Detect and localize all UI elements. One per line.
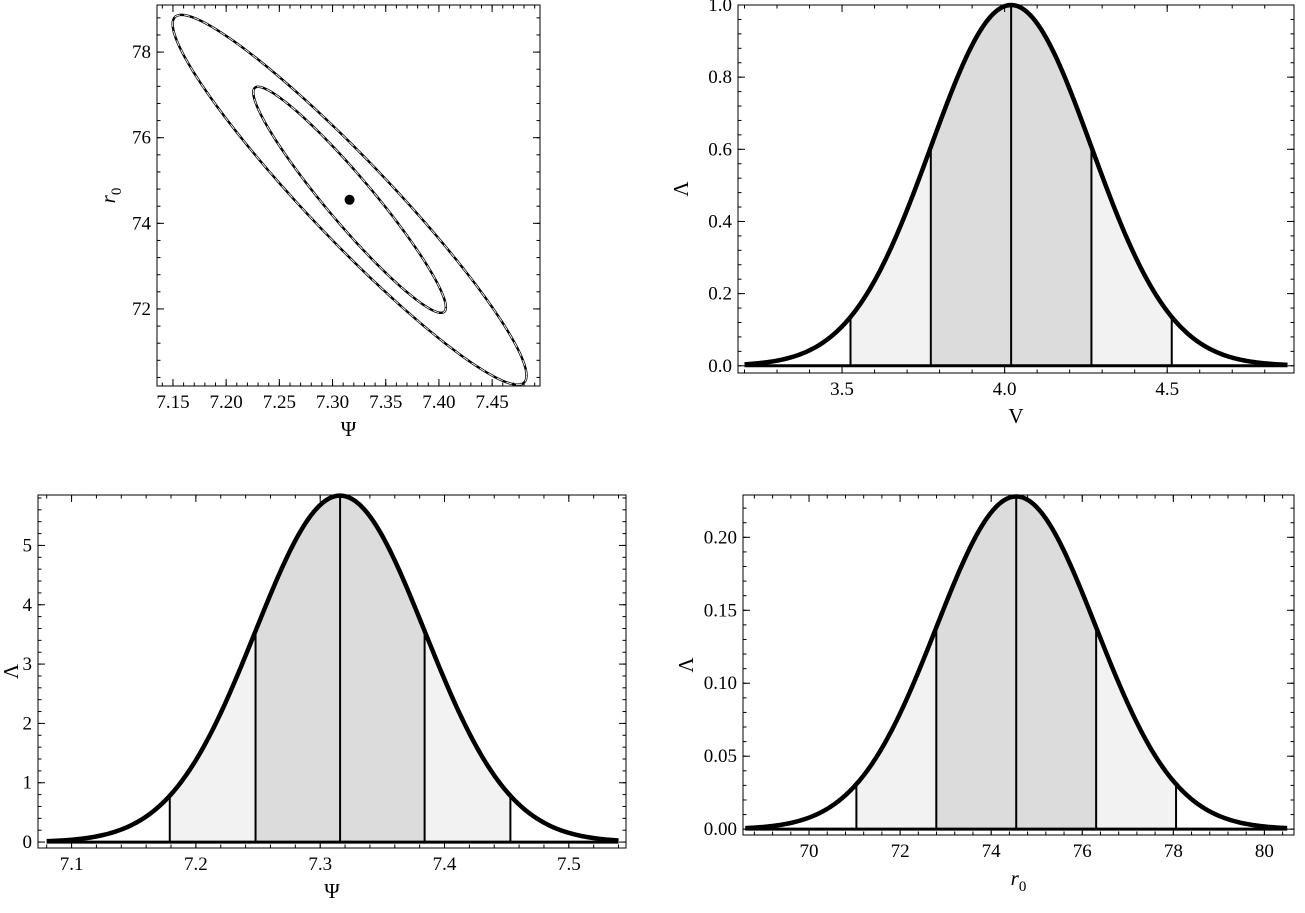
y-tick-label: 3 — [23, 654, 33, 675]
x-tick-label: 72 — [891, 841, 910, 862]
y-tick-label: 1 — [23, 773, 33, 794]
y-axis-label-main: r — [96, 194, 120, 203]
x-tick-label: 7.25 — [263, 392, 296, 413]
y-tick-label: 4 — [23, 595, 33, 616]
y-axis-label: Λ — [0, 663, 23, 679]
y-tick-label: 0.20 — [704, 527, 737, 548]
plot-frame — [742, 494, 1295, 836]
x-tick-label: 7.30 — [316, 392, 349, 413]
y-tick-label: 0.4 — [708, 211, 732, 232]
psi-likelihood-panel: 7.1 7.2 7.3 7.4 7.5 0 1 2 3 4 5 Ψ Λ — [0, 493, 627, 903]
plot-frame — [737, 4, 1295, 374]
y-tick-label: 2 — [23, 713, 33, 734]
x-tick-label: 7.5 — [557, 854, 581, 875]
y-tick-label: 1.0 — [708, 0, 732, 16]
x-tick-label: 7.35 — [369, 392, 402, 413]
x-tick-label: 7.1 — [60, 854, 84, 875]
x-tick-label: 76 — [1073, 841, 1092, 862]
y-tick-label: 5 — [23, 535, 33, 556]
x-axis-label: r0 — [1011, 866, 1027, 895]
x-tick-label: 7.2 — [184, 854, 208, 875]
y-tick-label: 0.2 — [708, 284, 732, 305]
likelihood-curve — [745, 494, 1288, 831]
contour-panel: 7.15 7.20 7.25 7.30 7.35 7.40 7.45 72 74 76 78 Ψr0 — [96, 4, 541, 441]
y-axis-label: Λ — [669, 181, 693, 197]
x-tick-label: 70 — [800, 841, 819, 862]
plot-frame — [156, 4, 541, 387]
x-axis-label-main: r — [1011, 866, 1020, 890]
x-axis-label: V — [1008, 404, 1023, 428]
y-tick-label: 0.0 — [708, 356, 732, 377]
x-tick-label: 3.5 — [830, 379, 854, 400]
best-fit-point — [344, 194, 355, 205]
x-tick-label: 7.15 — [156, 392, 189, 413]
x-tick-label: 7.4 — [433, 854, 457, 875]
y-tick-label: 0.6 — [708, 139, 732, 160]
x-tick-label: 7.20 — [210, 392, 243, 413]
y-tick-label: 0.15 — [704, 600, 737, 621]
x-axis-label-sub: 0 — [1019, 879, 1027, 895]
y-tick-label: 0.05 — [704, 746, 737, 767]
likelihood-curve — [46, 493, 619, 844]
y-tick-label: 0.10 — [704, 673, 737, 694]
x-tick-label: 80 — [1255, 841, 1274, 862]
outer-contour-dash — [172, 14, 527, 386]
x-axis-label: Ψ — [324, 879, 340, 903]
x-tick-label: 78 — [1164, 841, 1183, 862]
v-likelihood-panel: 3.5 4.0 4.5 0.0 0.2 0.4 0.6 0.8 1.0 V Λ — [669, 0, 1295, 428]
x-tick-label: 74 — [982, 841, 1002, 862]
x-tick-label: 7.3 — [308, 854, 332, 875]
y-axis-label: Λ — [674, 657, 698, 673]
x-tick-label: 4.0 — [993, 379, 1017, 400]
x-tick-label: 7.45 — [476, 392, 509, 413]
plot-frame — [37, 494, 627, 849]
y-tick-label: 74 — [132, 213, 152, 234]
x-tick-label: 7.40 — [422, 392, 455, 413]
y-tick-label: 76 — [132, 128, 151, 149]
x-tick-label: 4.5 — [1155, 379, 1179, 400]
r0-likelihood-panel: 70 72 74 76 78 80 0.00 0.05 0.10 0.15 0.20 r0 Λ — [674, 494, 1295, 895]
y-axis-label-sub: 0 — [109, 188, 125, 196]
y-tick-label: 72 — [132, 299, 151, 320]
inner-contour-dash — [252, 86, 447, 314]
y-axis-label: r0 — [96, 188, 125, 204]
y-tick-label: 0 — [23, 832, 33, 853]
likelihood-curve — [744, 2, 1288, 368]
y-tick-label: 78 — [132, 42, 151, 63]
x-axis-label: Ψ — [341, 417, 357, 441]
y-tick-label: 0.00 — [704, 819, 737, 840]
y-tick-label: 0.8 — [708, 67, 732, 88]
